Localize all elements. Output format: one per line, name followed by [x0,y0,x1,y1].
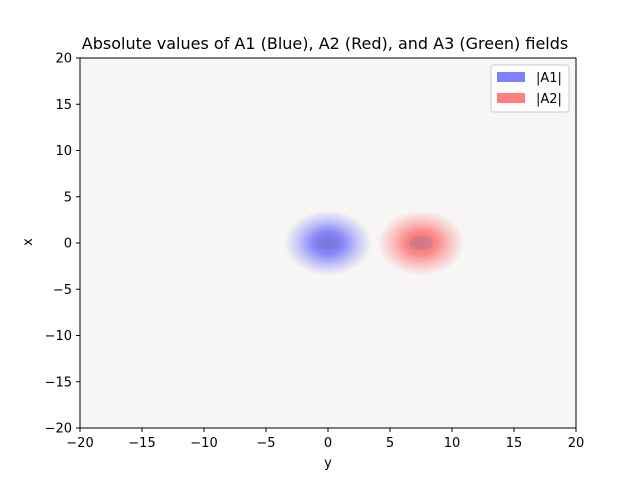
y-tick-label: −10 [45,329,72,344]
x-axis: −20 −15 −10 −5 0 5 10 15 20 [66,428,584,451]
y-tick-label: 10 [55,144,72,159]
field-core-1 [315,235,341,251]
legend-label-1: |A1| [536,71,562,86]
legend-swatch-2 [497,93,525,103]
x-tick-label: 10 [444,436,461,451]
x-tick-label: 5 [386,436,394,451]
x-tick-label: 20 [568,436,585,451]
y-tick-label: 0 [64,237,72,252]
x-tick-label: 0 [324,436,332,451]
y-tick-label: 5 [64,190,72,205]
y-axis: −20 −15 −10 −5 0 5 10 15 20 [45,52,80,437]
x-tick-label: −20 [66,436,93,451]
x-tick-label: −15 [128,436,155,451]
chart-title: Absolute values of A1 (Blue), A2 (Red), … [82,34,568,53]
field-blob-2 [377,210,465,276]
legend-label-2: |A2| [536,92,562,107]
y-tick-label: 20 [55,52,72,67]
y-tick-label: −15 [45,375,72,390]
x-axis-label: y [324,456,332,471]
y-tick-label: −5 [53,283,72,298]
x-tick-label: −5 [256,436,275,451]
x-tick-label: 15 [506,436,523,451]
y-tick-label: −20 [45,422,72,437]
plot-area [79,57,577,429]
x-tick-label: −10 [190,436,217,451]
field-core-2 [408,235,434,251]
y-axis-label: x [21,238,36,246]
legend: |A1| |A2| [490,64,570,113]
field-blob-1 [284,210,372,276]
legend-swatch-1 [497,72,525,82]
y-tick-label: 15 [55,98,72,113]
